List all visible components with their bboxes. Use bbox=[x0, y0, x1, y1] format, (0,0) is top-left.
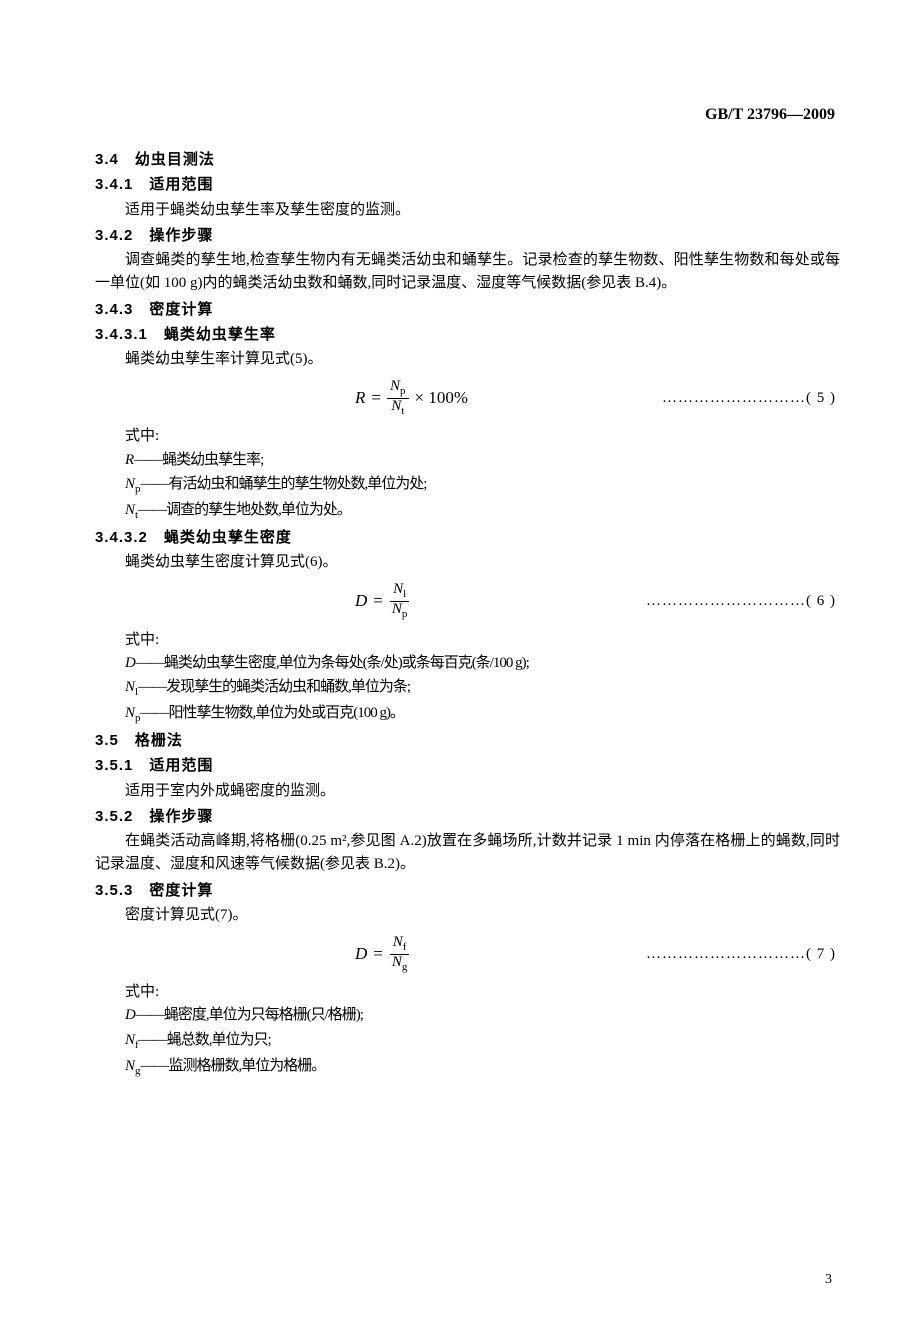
def-D1: D——蝇类幼虫孳生密度,单位为条每处(条/处)或条每百克(条/100 g); bbox=[95, 652, 840, 675]
def-R: R——蝇类幼虫孳生率; bbox=[95, 449, 840, 472]
heading-3-5-2: 3.5.2 操作步骤 bbox=[95, 805, 840, 828]
equation-6: D = Nl Np …………………………( 6 ) bbox=[95, 582, 840, 620]
heading-3-4-3-1: 3.4.3.1 蝇类幼虫孳生率 bbox=[95, 323, 840, 346]
equation-5: R = Np Nt × 100% ………………………( 5 ) bbox=[95, 379, 840, 417]
def-Ng: Ng——监测格栅数,单位为格栅。 bbox=[95, 1055, 840, 1080]
document-body: 3.4 幼虫目测法 3.4.1 适用范围 适用于蝇类幼虫孳生率及孳生密度的监测。… bbox=[95, 148, 840, 1080]
where-5: 式中: bbox=[95, 425, 840, 448]
para-3-4-1: 适用于蝇类幼虫孳生率及孳生密度的监测。 bbox=[95, 199, 840, 222]
para-3-4-3-2: 蝇类幼虫孳生密度计算见式(6)。 bbox=[95, 551, 840, 574]
heading-3-5-1: 3.5.1 适用范围 bbox=[95, 754, 840, 777]
heading-3-5: 3.5 格栅法 bbox=[95, 729, 840, 752]
page-number: 3 bbox=[825, 1272, 832, 1288]
def-D2: D——蝇密度,单位为只每格栅(只/格栅); bbox=[95, 1004, 840, 1027]
heading-3-4: 3.4 幼虫目测法 bbox=[95, 148, 840, 171]
heading-3-4-1: 3.4.1 适用范围 bbox=[95, 173, 840, 196]
para-3-5-3: 密度计算见式(7)。 bbox=[95, 904, 840, 927]
def-Nt: Nt——调查的孳生地处数,单位为处。 bbox=[95, 499, 840, 524]
def-Np2: Np——阳性孳生物数,单位为处或百克(100 g)。 bbox=[95, 702, 840, 727]
standard-code: GB/T 23796—2009 bbox=[705, 106, 835, 124]
para-3-4-2: 调查蝇类的孳生地,检查孳生物内有无蝇类活幼虫和蛹孳生。记录检查的孳生物数、阳性孳… bbox=[95, 249, 840, 296]
para-3-5-1: 适用于室内外成蝇密度的监测。 bbox=[95, 780, 840, 803]
eq-label-5: ………………………( 5 ) bbox=[468, 387, 840, 410]
para-3-5-2: 在蝇类活动高峰期,将格栅(0.25 m²,参见图 A.2)放置在多蝇场所,计数并… bbox=[95, 830, 840, 877]
heading-3-4-2: 3.4.2 操作步骤 bbox=[95, 224, 840, 247]
eq-label-7: …………………………( 7 ) bbox=[410, 943, 840, 966]
para-3-4-3-1: 蝇类幼虫孳生率计算见式(5)。 bbox=[95, 348, 840, 371]
heading-3-4-3: 3.4.3 密度计算 bbox=[95, 298, 840, 321]
def-Np: Np——有活幼虫和蛹孳生的孳生物处数,单位为处; bbox=[95, 473, 840, 498]
heading-3-5-3: 3.5.3 密度计算 bbox=[95, 879, 840, 902]
def-Nl: Nl——发现孳生的蝇类活幼虫和蛹数,单位为条; bbox=[95, 676, 840, 701]
def-Nf: Nf——蝇总数,单位为只; bbox=[95, 1029, 840, 1054]
where-6: 式中: bbox=[95, 629, 840, 652]
eq-label-6: …………………………( 6 ) bbox=[410, 590, 840, 613]
where-7: 式中: bbox=[95, 981, 840, 1004]
equation-7: D = Nf Ng …………………………( 7 ) bbox=[95, 935, 840, 973]
heading-3-4-3-2: 3.4.3.2 蝇类幼虫孳生密度 bbox=[95, 526, 840, 549]
